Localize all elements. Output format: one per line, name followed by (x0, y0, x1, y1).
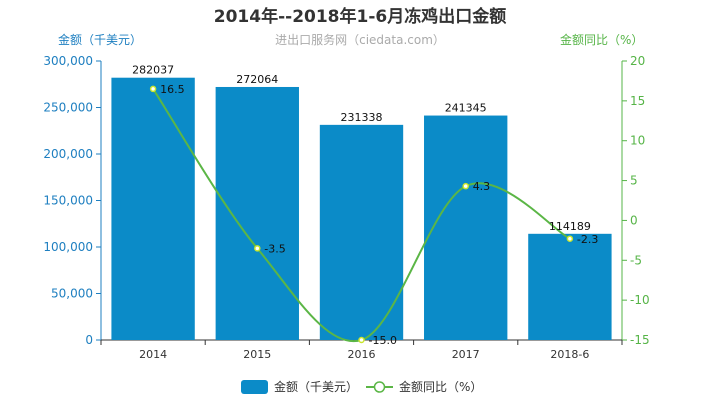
x-tick-label: 2017 (452, 348, 480, 361)
y-left-tick-label: 150,000 (43, 194, 93, 208)
y-right-tick-label: 10 (630, 134, 645, 148)
axes: 0 50,000 100,000 150,000 200,000 250,000 300,0… (43, 54, 649, 361)
line-series (149, 85, 574, 344)
bar-value-label: 272064 (236, 73, 278, 86)
legend-line-marker (373, 381, 386, 393)
y-axis-left-title: 金额（千美元） (58, 32, 142, 47)
line-point (149, 85, 157, 93)
bar-value-label: 231338 (341, 111, 383, 124)
line-value-label: 4.3 (473, 180, 491, 193)
legend-bar-swatch (241, 380, 268, 394)
bar (528, 233, 612, 340)
bar (111, 77, 195, 340)
y-left-tick-label: 300,000 (43, 54, 93, 68)
y-axis-right-title: 金额同比（%） (560, 32, 643, 47)
chart-title: 2014年--2018年1-6月冻鸡出口金额 (214, 6, 506, 27)
data-labels: 282037 272064 231338 241345 114189 16.5 -3.5 -1… (132, 64, 598, 347)
bar-value-label: 114189 (549, 220, 591, 233)
x-tick-label: 2018-6 (550, 348, 589, 361)
bar-value-label: 282037 (132, 64, 174, 77)
line-point (462, 182, 469, 190)
y-left-tick-label: 0 (85, 333, 93, 347)
line-value-label: -3.5 (264, 242, 285, 255)
y-left-tick-label: 50,000 (51, 287, 93, 301)
y-right-tick-label: -10 (630, 293, 650, 307)
legend[interactable]: 金额（千美元） 金额同比（%） (241, 379, 482, 394)
bar (319, 124, 404, 341)
y-left-tick-label: 100,000 (43, 240, 93, 254)
y-right-tick-label: -5 (630, 253, 642, 267)
bar-series (111, 77, 612, 341)
line-point (566, 235, 574, 243)
x-tick-label: 2015 (243, 348, 271, 361)
y-left-tick-label: 250,000 (43, 101, 93, 115)
line-point (358, 336, 365, 344)
line-value-label: -15.0 (369, 334, 397, 347)
x-tick-label: 2016 (348, 348, 376, 361)
line-point (254, 245, 261, 252)
x-tick-label: 2014 (139, 348, 167, 361)
bar-value-label: 241345 (445, 102, 487, 115)
line-value-label: -2.3 (577, 233, 598, 246)
y-right-tick-label: 15 (630, 94, 645, 108)
y-left-tick-label: 200,000 (43, 147, 93, 161)
y-right-tick-label: 20 (630, 54, 645, 68)
chart-subtitle: 进出口服务网（ciedata.com） (275, 32, 445, 47)
y-right-tick-label: 5 (630, 174, 638, 188)
legend-line-label: 金额同比（%） (399, 379, 482, 394)
line-value-label: 16.5 (160, 83, 185, 96)
y-right-tick-label: 0 (630, 213, 638, 227)
bar (424, 115, 508, 340)
bar (215, 86, 299, 341)
legend-bar-label: 金额（千美元） (274, 379, 358, 394)
y-right-tick-label: -15 (630, 333, 650, 347)
